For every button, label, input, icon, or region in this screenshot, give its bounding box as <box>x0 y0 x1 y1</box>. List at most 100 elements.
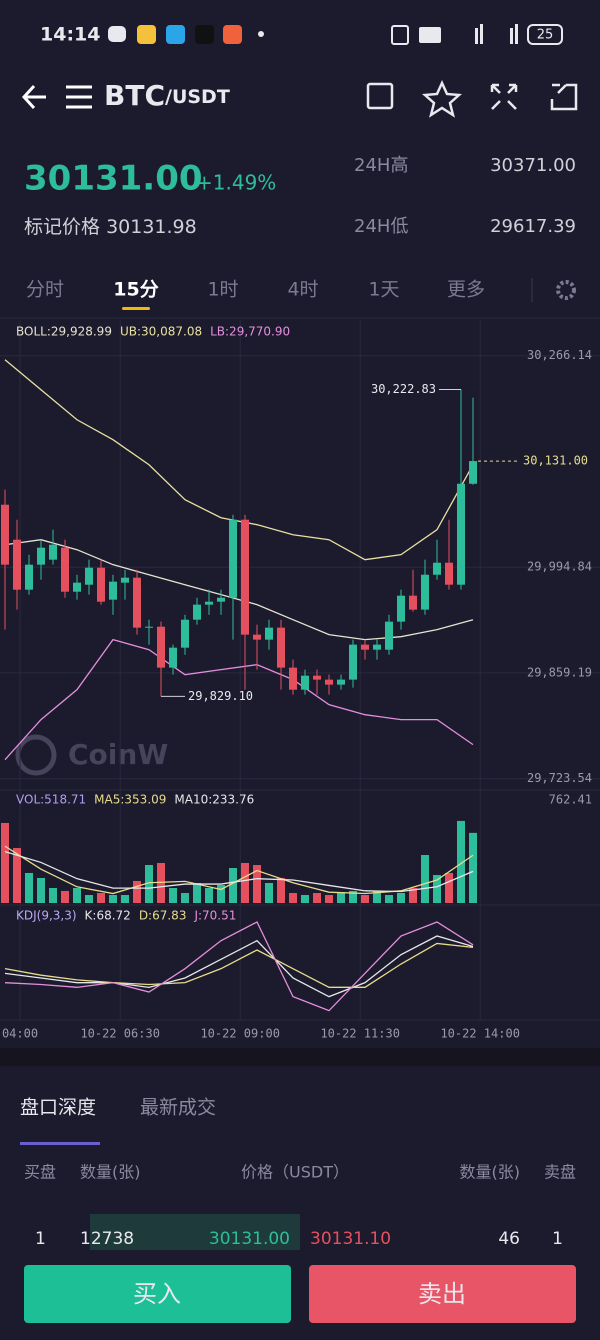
back-button[interactable] <box>21 84 46 110</box>
high-label: 24H高 <box>354 155 408 176</box>
volume-bar <box>301 895 309 903</box>
y-tick-label: 29,723.54 <box>527 771 592 785</box>
indicator-line <box>4 942 474 988</box>
col-header: 价格（USDT） <box>241 1163 349 1182</box>
last-price-label: 30,131.00 <box>523 454 588 468</box>
volume-bar <box>265 882 273 903</box>
interval-tab[interactable]: 15分 <box>113 279 158 301</box>
interval-tab[interactable]: 1时 <box>207 279 238 301</box>
orderbook-tab[interactable]: 盘口深度 <box>20 1097 96 1119</box>
volume-bar <box>205 887 213 903</box>
candle-body <box>421 574 429 610</box>
volume-bar <box>289 892 297 903</box>
buy-button[interactable] <box>24 1265 291 1323</box>
mark-price: 标记价格 30131.98 <box>24 216 197 238</box>
col-header: 买盘 <box>24 1163 56 1182</box>
interval-tab[interactable]: 更多 <box>447 279 485 301</box>
x-tick-label: 10-22 09:00 <box>200 1027 279 1041</box>
volume-bar <box>1 822 9 903</box>
candle-body <box>373 644 381 650</box>
legend-entry: KDJ(9,3,3) <box>16 909 77 923</box>
volume-bar <box>49 887 57 903</box>
volume-bar <box>37 877 45 903</box>
row-index: 1 <box>35 1229 46 1249</box>
candle-body <box>385 621 393 650</box>
col-header: 数量(张) <box>460 1163 521 1182</box>
header-icons[interactable] <box>366 79 578 118</box>
candle-body <box>301 675 309 690</box>
last-price: 30131.00 <box>24 159 203 199</box>
y-tick-label: 762.41 <box>549 792 592 806</box>
depth-bar <box>90 1214 300 1250</box>
volume-bar <box>181 892 189 903</box>
volume-bar <box>409 887 417 903</box>
sell-label[interactable]: 卖出 <box>418 1280 466 1308</box>
volume-bar <box>229 867 237 903</box>
volume-bar <box>25 872 33 903</box>
row-index: 1 <box>552 1229 563 1249</box>
candle-body <box>277 627 285 668</box>
x-tick-label: 10-22 11:30 <box>320 1027 399 1041</box>
volume-bar <box>469 832 477 903</box>
volume-bar <box>97 892 105 903</box>
legend-entry: VOL:518.71 <box>16 793 86 807</box>
candle-body <box>325 679 333 685</box>
volume-bar <box>313 892 321 903</box>
low-label: 24H低 <box>354 216 408 237</box>
mark-value: 30131.98 <box>106 216 197 238</box>
x-tick-label: 04:00 <box>2 1027 38 1041</box>
legend-entry: D:67.83 <box>139 909 187 923</box>
buy-label[interactable]: 买入 <box>133 1280 181 1308</box>
volume-bar <box>217 885 225 903</box>
volume-bar <box>193 882 201 903</box>
volume-bar <box>325 895 333 903</box>
candle-body <box>169 647 177 668</box>
settings-button[interactable] <box>556 280 576 300</box>
candle-body <box>193 604 201 620</box>
bid-price: 30131.00 <box>209 1229 290 1249</box>
candle-body <box>73 582 81 592</box>
candle-body <box>265 627 273 640</box>
legend-entry: BOLL:29,928.99 <box>16 325 112 339</box>
watermark: CoinW <box>68 738 168 771</box>
candle-body <box>397 595 405 622</box>
volume-bar <box>241 862 249 903</box>
candle-body <box>37 547 45 565</box>
candle-body <box>241 519 249 635</box>
interval-tab[interactable]: 4时 <box>287 279 318 301</box>
indicator-line <box>4 638 474 761</box>
bid-qty: 12738 <box>80 1229 134 1249</box>
pair: BTC/USDT <box>104 79 230 112</box>
candle-body <box>409 595 417 610</box>
interval-tab[interactable]: 分时 <box>26 279 64 301</box>
x-tick-label: 10-22 06:30 <box>80 1027 159 1041</box>
candle-body <box>253 634 261 640</box>
sell-button[interactable] <box>309 1265 576 1323</box>
candle-body <box>109 581 117 600</box>
menu-button[interactable] <box>66 85 92 109</box>
volume-bar <box>337 892 345 903</box>
orderbook-tab[interactable]: 最新成交 <box>140 1097 216 1119</box>
candle-body <box>85 567 93 585</box>
candle-body <box>217 597 225 602</box>
candle-body <box>1 504 9 565</box>
candle-body <box>97 567 105 602</box>
indicator-line <box>4 935 474 998</box>
candle-body <box>313 675 321 680</box>
low-value: 29617.39 <box>490 216 576 237</box>
indicator-line <box>4 359 474 561</box>
candle-body <box>13 539 21 590</box>
legend-entry: UB:30,087.08 <box>120 325 202 339</box>
volume-bar <box>169 887 177 903</box>
interval-tab[interactable]: 1天 <box>368 279 399 301</box>
mark-label: 标记价格 <box>24 216 100 238</box>
candle-body <box>457 483 465 585</box>
volume-bar <box>445 872 453 903</box>
indicator-line <box>4 921 474 1012</box>
col-header: 数量(张) <box>80 1163 141 1182</box>
pair-base: BTC <box>104 79 165 112</box>
price-change: +1.49% <box>196 171 276 195</box>
candle-body <box>61 547 69 592</box>
